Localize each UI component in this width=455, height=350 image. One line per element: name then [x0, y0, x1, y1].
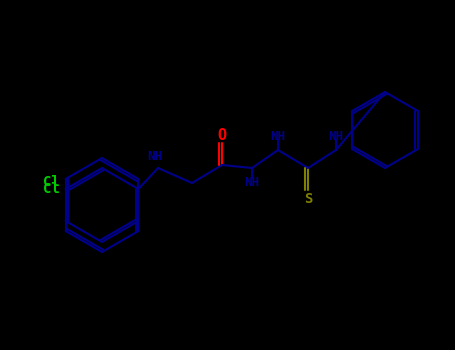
Text: NH: NH — [271, 131, 285, 144]
Text: O: O — [217, 127, 227, 142]
Text: NH: NH — [147, 149, 162, 162]
Text: NH: NH — [329, 131, 344, 144]
Text: Cl: Cl — [43, 175, 60, 189]
Text: NH: NH — [244, 175, 259, 189]
Text: S: S — [304, 192, 312, 206]
Text: Cl: Cl — [43, 182, 60, 196]
